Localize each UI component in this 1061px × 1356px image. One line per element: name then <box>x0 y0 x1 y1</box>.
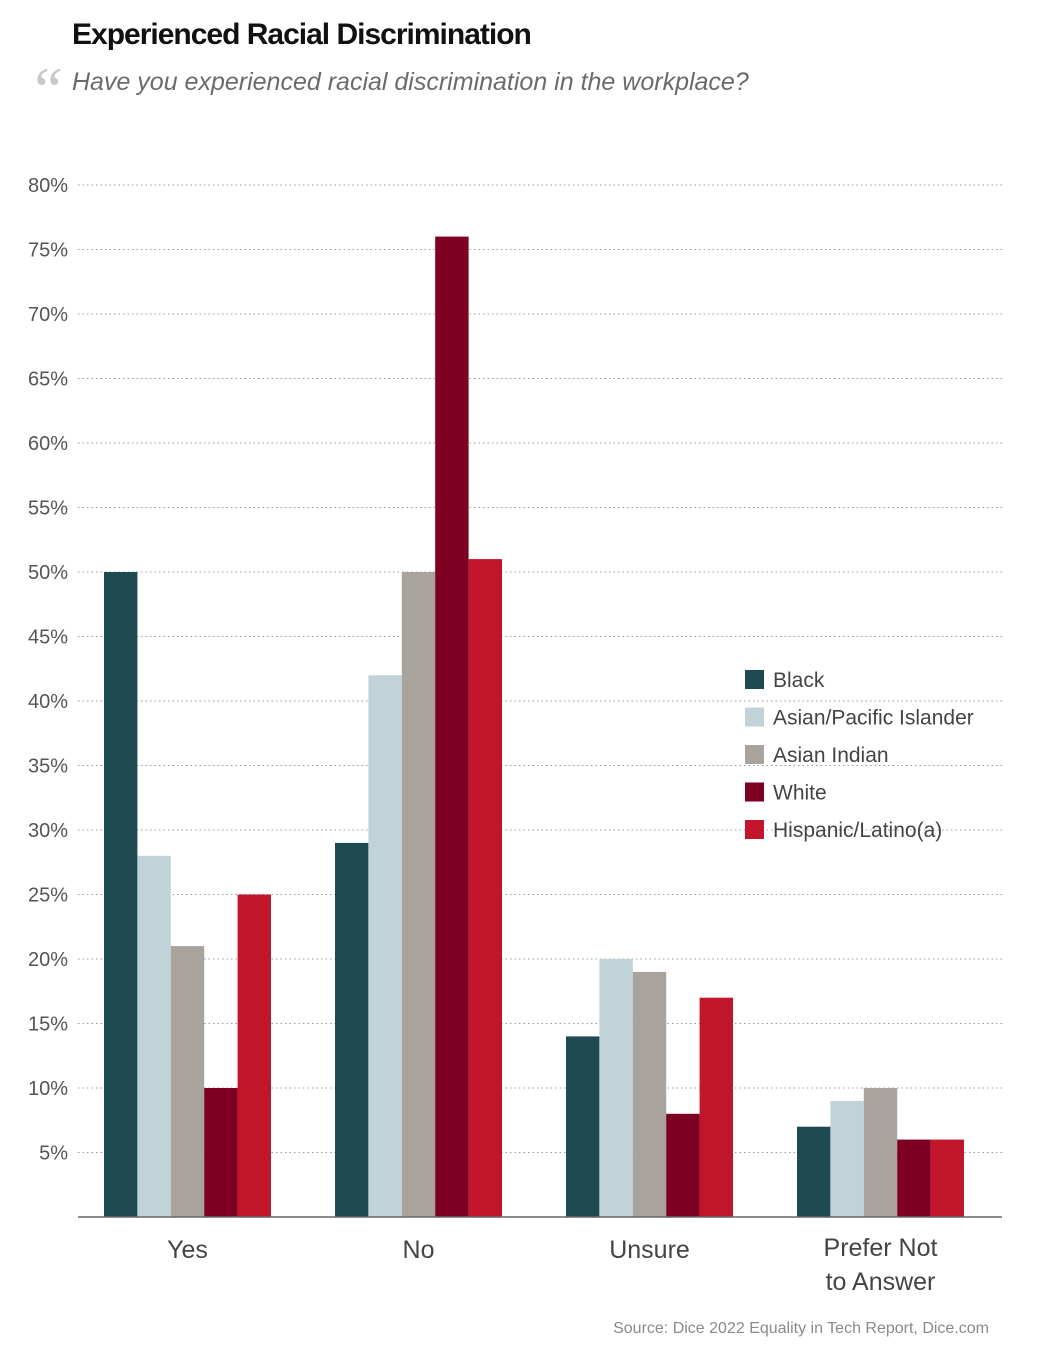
legend-swatch <box>745 745 764 764</box>
bar-yes-asian-pacific-islander <box>137 855 171 1217</box>
y-axis: 5% 10% 15% 20% 25% 30% 35% 40% 45% 50% 55% 60% 65% 70… <box>28 175 68 1165</box>
y-tick-label: 5% <box>39 1143 68 1165</box>
y-tick-label: 75% <box>28 240 68 262</box>
x-category-label: No <box>403 1236 435 1264</box>
legend-label: Hispanic/Latino(a) <box>773 819 942 842</box>
x-category-label-line: Unsure <box>609 1236 690 1264</box>
x-category-label-line: to Answer <box>826 1268 936 1296</box>
legend-label: Black <box>773 669 825 692</box>
bar-no-asian-pacific-islander <box>368 675 402 1217</box>
y-tick-label: 80% <box>28 175 68 197</box>
y-tick-label: 70% <box>28 304 68 326</box>
y-tick-label: 65% <box>28 369 68 391</box>
legend-label: White <box>773 782 827 805</box>
bar-no-hispanic-latino-a- <box>468 559 502 1217</box>
legend-label: Asian Indian <box>773 744 889 767</box>
bar-unsure-asian-pacific-islander <box>599 959 633 1217</box>
y-tick-label: 45% <box>28 627 68 649</box>
bar-unsure-white <box>666 1113 700 1217</box>
bar-yes-black <box>104 572 138 1217</box>
y-tick-label: 50% <box>28 562 68 584</box>
y-tick-label: 60% <box>28 433 68 455</box>
y-tick-label: 20% <box>28 949 68 971</box>
y-tick-label: 55% <box>28 498 68 520</box>
source-note: Source: Dice 2022 Equality in Tech Repor… <box>613 1320 989 1337</box>
bar-unsure-hispanic-latino-a- <box>699 997 733 1217</box>
x-category-label: Yes <box>167 1236 208 1264</box>
quote-mark-icon: “ <box>28 54 64 125</box>
y-tick-label: 15% <box>28 1014 68 1036</box>
x-axis: Yes No Unsure Prefer Not to Answer <box>78 1216 1002 1296</box>
x-category-label: Unsure <box>609 1236 690 1264</box>
y-tick-label: 40% <box>28 691 68 713</box>
bar-prefer-not-to-answer-asian-pacific-islander <box>830 1100 864 1217</box>
y-tick-label: 35% <box>28 756 68 778</box>
y-tick-label: 30% <box>28 820 68 842</box>
y-tick-label: 10% <box>28 1078 68 1100</box>
x-category-label-line: Yes <box>167 1236 208 1264</box>
x-category-label-line: No <box>403 1236 435 1264</box>
bar-yes-white <box>204 1088 238 1217</box>
x-category-label-line: Prefer Not <box>824 1234 938 1262</box>
bar-yes-hispanic-latino-a- <box>237 894 271 1217</box>
bar-no-white <box>435 236 469 1218</box>
bar-prefer-not-to-answer-black <box>797 1126 831 1217</box>
bar-prefer-not-to-answer-white <box>897 1139 931 1217</box>
bar-prefer-not-to-answer-hispanic-latino-a- <box>930 1139 964 1217</box>
bar-unsure-asian-indian <box>632 971 667 1217</box>
bar-no-black <box>335 842 369 1217</box>
bar-no-asian-indian <box>401 572 436 1217</box>
bars <box>104 236 964 1218</box>
bar-prefer-not-to-answer-asian-indian <box>863 1088 898 1217</box>
legend-swatch <box>745 782 764 802</box>
gridlines <box>78 184 1002 1153</box>
legend-swatch <box>745 670 764 689</box>
x-category-label: Prefer Not to Answer <box>824 1234 938 1296</box>
chart-subtitle: Have you experienced racial discriminati… <box>72 68 749 96</box>
legend-label: Asian/Pacific Islander <box>773 707 974 730</box>
legend-swatch <box>745 820 764 839</box>
legend: Black Asian/Pacific Islander Asian Indian W… <box>745 669 974 842</box>
legend-swatch <box>745 707 764 727</box>
y-tick-label: 25% <box>28 885 68 907</box>
chart-title: Experienced Racial Discrimination <box>72 18 532 51</box>
bar-yes-asian-indian <box>170 946 205 1217</box>
bar-unsure-black <box>566 1036 600 1217</box>
